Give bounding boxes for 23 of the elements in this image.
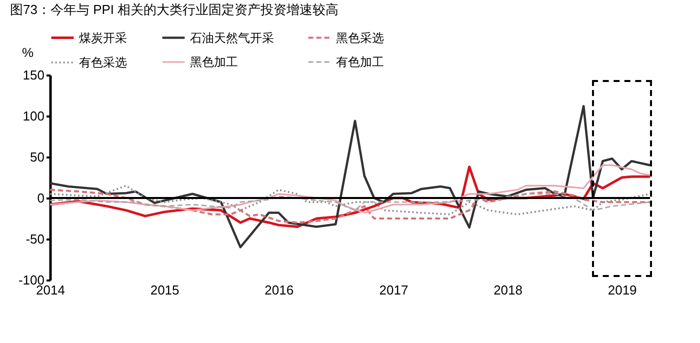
- line-series: [50, 105, 650, 248]
- y-axis-title: %: [22, 45, 34, 60]
- legend-label: 黑色加工: [190, 55, 238, 69]
- y-tick-label: 100: [22, 108, 44, 124]
- x-tick-label: 2016: [264, 282, 294, 298]
- y-tick-label: 50: [30, 150, 44, 164]
- legend-label: 石油天然气开采: [190, 30, 274, 45]
- legend-label: 有色加工: [336, 55, 384, 69]
- legend-label: 有色采选: [79, 56, 127, 70]
- y-tick-label: 0: [37, 190, 44, 206]
- x-tick-label: 2019: [608, 282, 637, 298]
- legend-label: 煤炭开采: [79, 30, 127, 45]
- legend-label: 黑色采选: [336, 30, 384, 45]
- x-tick-label: 2015: [150, 282, 180, 298]
- line-series: [50, 184, 650, 216]
- line-series: [50, 188, 650, 224]
- line-series: [50, 193, 650, 211]
- chart-title: 图73：今年与 PPI 相关的大类行业固定资产投资增速较高: [10, 2, 339, 17]
- y-tick-label: -50: [26, 232, 44, 246]
- x-tick-label: 2018: [494, 282, 522, 298]
- x-tick-label: 2017: [379, 282, 408, 298]
- line-series: [50, 164, 650, 214]
- y-tick-label: 150: [22, 68, 44, 82]
